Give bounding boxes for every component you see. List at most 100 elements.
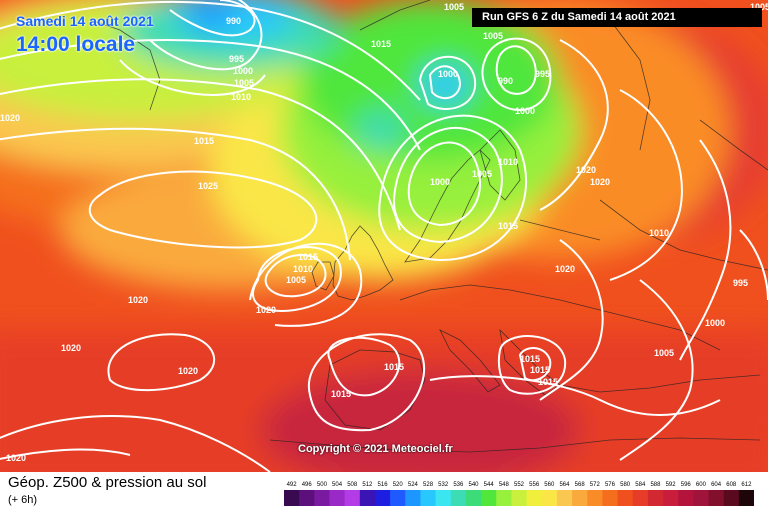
legend-tick-label: 564 [559, 482, 570, 488]
isobar-label: 1015 [194, 136, 214, 146]
isobar-label: 1010 [293, 264, 313, 274]
legend-tick-label: 544 [484, 482, 495, 488]
legend-tick-label: 508 [347, 482, 358, 488]
legend-tick-label: 540 [469, 482, 480, 488]
legend-tick-label: 568 [575, 482, 586, 488]
legend-swatch [723, 490, 740, 506]
legend-tick-label: 556 [529, 482, 540, 488]
isobar-label: 1005 [483, 31, 503, 41]
legend-tick-label: 560 [544, 482, 555, 488]
legend-tick-label: 532 [438, 482, 449, 488]
isobar-label: 995 [733, 278, 748, 288]
legend-tick-label: 520 [393, 482, 404, 488]
legend-swatch [374, 490, 391, 506]
isobar-label: 1020 [128, 295, 148, 305]
isobar-label: 1005 [472, 169, 492, 179]
legend-tick-label: 528 [423, 482, 434, 488]
isobar-label: 990 [498, 76, 513, 86]
isobar-label: 1020 [576, 165, 596, 175]
isobar-label: 1020 [555, 264, 575, 274]
legend-tick-label: 516 [378, 482, 389, 488]
legend-tick-label: 548 [499, 482, 510, 488]
isobars [0, 0, 768, 472]
legend-swatch [738, 490, 754, 506]
legend-swatch [299, 490, 315, 506]
legend-tick-label: 576 [605, 482, 616, 488]
legend-swatch [450, 490, 467, 506]
forecast-lead-time: (+ 6h) [8, 494, 38, 506]
isobar-label: 995 [535, 69, 550, 79]
isobar-label: 1015 [538, 377, 558, 387]
legend-swatch [314, 490, 330, 506]
legend-tick-label: 572 [590, 482, 601, 488]
legend-tick-label: 496 [302, 482, 313, 488]
isobar-label: 1000 [438, 69, 458, 79]
legend-tick-label: 524 [408, 482, 419, 488]
legend-swatch [390, 490, 406, 506]
legend-swatch [359, 490, 376, 506]
legend-tick-label: 500 [317, 482, 328, 488]
isobar-label: 1020 [61, 343, 81, 353]
legend-swatch [435, 490, 452, 506]
isobar-label: 1005 [234, 78, 254, 88]
legend-swatch [481, 490, 497, 506]
isobar-label: 1015 [371, 39, 391, 49]
legend-tick-label: 600 [696, 482, 707, 488]
legend-tick-label: 612 [741, 482, 752, 488]
legend-swatch [587, 490, 603, 506]
isobar-label: 1015 [520, 354, 540, 364]
legend-tick-label: 504 [332, 482, 343, 488]
legend-tick-label: 552 [514, 482, 525, 488]
legend-swatch [496, 490, 512, 506]
legend-swatch [693, 490, 709, 506]
legend-swatch [632, 490, 649, 506]
model-run-info: Run GFS 6 Z du Samedi 14 août 2021 [472, 8, 762, 27]
isobar-label: 1005 [654, 348, 674, 358]
legend-swatch [526, 490, 543, 506]
color-scale-legend: 492 496 500 504 508 512 516 520 524 528 532 536 540 5… [284, 482, 754, 506]
legend-swatch [420, 490, 437, 506]
legend-tick-label: 584 [635, 482, 646, 488]
isobar-label: 1020 [256, 305, 276, 315]
isobar-label: 1000 [515, 106, 535, 116]
legend-swatch [511, 490, 527, 506]
copyright-notice: Copyright © 2021 Meteociel.fr [298, 443, 453, 455]
legend-tick-label: 588 [650, 482, 661, 488]
coastlines [89, 0, 768, 453]
legend-swatch [602, 490, 618, 506]
isobar-label: 1010 [649, 228, 669, 238]
isobar-label: 1000 [705, 318, 725, 328]
weather-map: 990 995 1000 1005 1010 1020 1015 1025 10… [0, 0, 768, 472]
forecast-local-time: 14:00 locale [16, 33, 136, 56]
legend-tick-label: 608 [726, 482, 737, 488]
legend-tick-label: 604 [711, 482, 722, 488]
isobar-label: 1025 [198, 181, 218, 191]
isobar-label: 1020 [6, 453, 26, 463]
isobar-label: 1020 [590, 177, 610, 187]
legend-swatch [344, 490, 361, 506]
legend-swatch [465, 490, 482, 506]
isobar-label: 1015 [298, 252, 318, 262]
isobar-label: 1020 [178, 366, 198, 376]
isobar-label: 1000 [233, 66, 253, 76]
legend-swatch [617, 490, 634, 506]
isobar-label: 990 [226, 16, 241, 26]
isobar-label: 1010 [231, 92, 251, 102]
legend-tick-label: 592 [666, 482, 677, 488]
legend-tick-label: 580 [620, 482, 631, 488]
legend-swatch [284, 490, 300, 506]
isobar-label: 1000 [430, 177, 450, 187]
legend-tick-label: 492 [287, 482, 298, 488]
legend-tick-label: 596 [681, 482, 692, 488]
isobar-label: 1005 [286, 275, 306, 285]
isobar-label: 1015 [530, 365, 550, 375]
forecast-date: Samedi 14 août 2021 [16, 13, 154, 29]
legend-swatch [405, 490, 421, 506]
isobar-label: 1015 [384, 362, 404, 372]
legend-swatch [556, 490, 573, 506]
legend-swatch [663, 490, 679, 506]
legend-swatch [708, 490, 725, 506]
legend-swatch [647, 490, 664, 506]
pressure-labels: 990 995 1000 1005 1010 1020 1015 1025 10… [0, 2, 768, 463]
isobar-label: 995 [229, 54, 244, 64]
